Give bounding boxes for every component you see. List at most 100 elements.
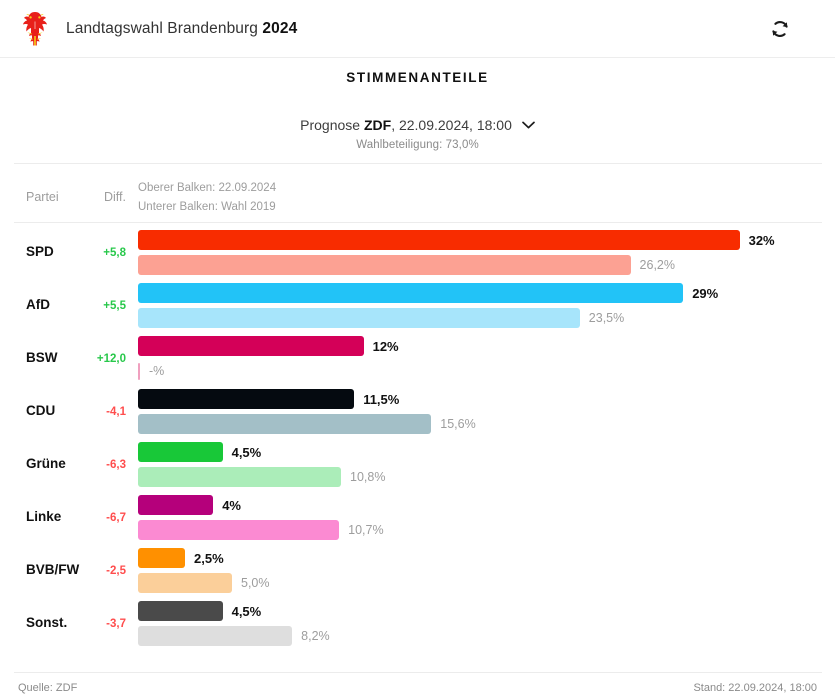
column-header-party: Partei (26, 190, 59, 204)
legend-divider-top (14, 163, 822, 164)
column-header-diff: Diff. (104, 190, 126, 204)
bar-previous-line: 5,0% (138, 573, 270, 593)
bar-previous-line: 10,7% (138, 520, 384, 540)
chart-footer: Quelle: ZDF Stand: 22.09.2024, 18:00 (0, 682, 835, 699)
bar-current-value: 4,5% (231, 603, 262, 619)
bar-group: 4,5% 10,8% (138, 440, 835, 493)
bar-current[interactable] (138, 336, 364, 356)
legend-series-labels: Oberer Balken: 22.09.2024 Unterer Balken… (138, 179, 276, 217)
diff-value: -6,7 (106, 512, 126, 524)
bar-previous[interactable] (138, 467, 342, 487)
bar-previous[interactable] (138, 362, 140, 380)
bar-group: 2,5% 5,0% (138, 546, 835, 599)
footer-divider (14, 672, 822, 673)
party-label: AfD (26, 297, 50, 312)
bar-current[interactable] (138, 601, 223, 621)
bar-previous-value: 10,8% (350, 470, 386, 484)
chart-row: BVB/FW -2,5 2,5% 5,0% (0, 546, 835, 599)
source-label: Quelle: ZDF (18, 682, 78, 694)
chart-row: BSW +12,0 12% -% (0, 334, 835, 387)
bar-previous-value: 8,2% (301, 629, 330, 643)
legend-divider-bottom (14, 222, 822, 223)
bar-current[interactable] (138, 389, 355, 409)
legend-upper-label: Oberer Balken: 22.09.2024 (138, 182, 277, 194)
app-title-text: Landtagswahl Brandenburg (66, 19, 263, 37)
bar-current[interactable] (138, 495, 214, 515)
bar-current-value: 12% (372, 338, 399, 354)
bar-previous-line: 23,5% (138, 308, 624, 328)
bar-current[interactable] (138, 442, 223, 462)
diff-value: -4,1 (106, 406, 126, 418)
bar-group: 32% 26,2% (138, 228, 835, 281)
timestamp-label: Stand: 22.09.2024, 18:00 (693, 682, 817, 694)
bar-current-value: 2,5% (194, 550, 224, 566)
bar-current[interactable] (138, 283, 684, 303)
bar-current-line: 4,5% (138, 601, 261, 621)
bar-previous-line: 8,2% (138, 626, 330, 646)
app-title-year: 2024 (262, 19, 298, 37)
bar-current[interactable] (138, 230, 740, 250)
turnout-label: Wahlbeteiligung: 73,0% (356, 139, 479, 151)
bar-current-value: 4,5% (231, 444, 262, 460)
app-header: Landtagswahl Brandenburg 2024 (0, 0, 835, 58)
party-label: SPD (26, 244, 54, 259)
bar-current-line: 32% (138, 230, 775, 250)
bar-previous[interactable] (138, 308, 580, 328)
chart-subtitle-wrap: Prognose ZDF, 22.09.2024, 18:00 Wahlbete… (0, 116, 835, 151)
diff-value: -3,7 (106, 618, 126, 630)
bar-previous-value: -% (149, 364, 165, 378)
bar-previous-value: 26,2% (639, 258, 675, 272)
forecast-label: Prognose ZDF, 22.09.2024, 18:00 (300, 116, 512, 134)
bar-current-line: 4% (138, 495, 241, 515)
bar-current-line: 11,5% (138, 389, 399, 409)
bar-previous-value: 5,0% (241, 576, 270, 590)
diff-value: +5,8 (103, 247, 126, 259)
bar-previous[interactable] (138, 626, 293, 646)
bar-current-line: 29% (138, 283, 718, 303)
bar-previous-line: 26,2% (138, 255, 675, 275)
chart-row: SPD +5,8 32% 26,2% (0, 228, 835, 281)
forecast-prefix: Prognose (300, 117, 364, 133)
chart-title: STIMMENANTEILE (346, 70, 489, 85)
bar-current-value: 4% (222, 497, 241, 513)
chart-row: Grüne -6,3 4,5% 10,8% (0, 440, 835, 493)
party-label: Linke (26, 509, 62, 524)
bar-current[interactable] (138, 548, 185, 568)
chart-row: CDU -4,1 11,5% 15,6% (0, 387, 835, 440)
party-label: BVB/FW (26, 562, 80, 577)
bar-previous-line: 15,6% (138, 414, 476, 434)
bar-group: 4,5% 8,2% (138, 599, 835, 652)
chart-row: Linke -6,7 4% 10,7% (0, 493, 835, 546)
bar-chart: SPD +5,8 32% 26,2% AfD +5,5 29% 23,5% BSW +12,0 12… (0, 228, 835, 652)
bar-current-line: 2,5% (138, 548, 224, 568)
bar-previous[interactable] (138, 414, 432, 434)
forecast-source: ZDF (363, 117, 392, 133)
bar-previous-line: -% (138, 361, 164, 381)
bar-current-value: 32% (748, 232, 775, 248)
bar-group: 11,5% 15,6% (138, 387, 835, 440)
bar-current-value: 11,5% (363, 391, 400, 407)
bar-previous[interactable] (138, 255, 631, 275)
bar-group: 4% 10,7% (138, 493, 835, 546)
diff-value: -2,5 (106, 565, 126, 577)
bar-current-line: 4,5% (138, 442, 261, 462)
party-label: CDU (26, 403, 56, 418)
bar-current-value: 29% (692, 285, 719, 301)
bar-group: 29% 23,5% (138, 281, 835, 334)
chart-row: Sonst. -3,7 4,5% 8,2% (0, 599, 835, 652)
bar-previous-value: 10,7% (348, 523, 384, 537)
forecast-datetime: , 22.09.2024, 18:00 (391, 117, 512, 133)
refresh-button[interactable] (767, 16, 793, 42)
bar-current-line: 12% (138, 336, 399, 356)
diff-value: -6,3 (106, 459, 126, 471)
bar-previous[interactable] (138, 520, 340, 540)
bar-previous-value: 23,5% (588, 311, 625, 325)
forecast-selector[interactable]: Prognose ZDF, 22.09.2024, 18:00 (300, 116, 535, 134)
party-label: Sonst. (26, 615, 68, 630)
legend-lower-label: Unterer Balken: Wahl 2019 (138, 201, 276, 213)
app-title: Landtagswahl Brandenburg 2024 (66, 20, 297, 38)
bar-previous[interactable] (138, 573, 232, 593)
diff-value: +5,5 (103, 300, 126, 312)
refresh-icon (772, 21, 788, 37)
party-label: Grüne (26, 456, 66, 471)
